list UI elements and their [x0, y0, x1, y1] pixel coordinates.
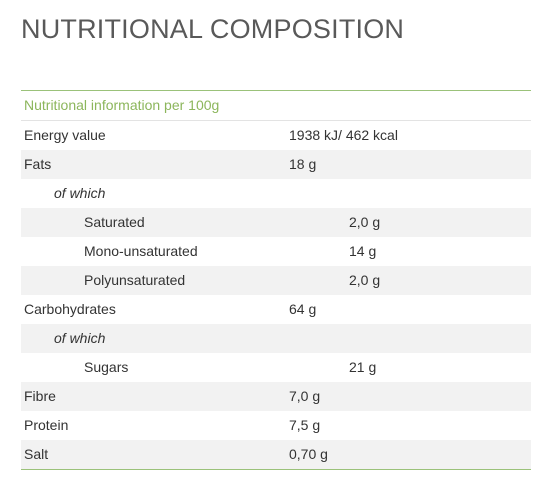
row-value: 14 g	[349, 243, 377, 259]
table-row-energy-value: Energy value 1938 kJ/ 462 kcal	[21, 121, 531, 150]
row-label: Energy value	[24, 127, 106, 143]
row-label: Saturated	[84, 214, 145, 230]
row-value: 21 g	[349, 359, 377, 375]
table-row-mono-unsaturated: Mono-unsaturated 14 g	[21, 237, 531, 266]
table-row-fibre: Fibre 7,0 g	[21, 382, 531, 411]
row-label: Salt	[24, 446, 49, 462]
row-value: 1938 kJ/ 462 kcal	[289, 127, 398, 143]
table-row-carbohydrates-of-which: of which	[21, 324, 531, 353]
row-value: 2,0 g	[349, 214, 381, 230]
table-row-sugars: Sugars 21 g	[21, 353, 531, 382]
row-label: Fibre	[24, 388, 56, 404]
table-row-carbohydrates: Carbohydrates 64 g	[21, 295, 531, 324]
page-title: NUTRITIONAL COMPOSITION	[21, 14, 405, 44]
row-label: Protein	[24, 417, 69, 433]
table-row-polyunsaturated: Polyunsaturated 2,0 g	[21, 266, 531, 295]
row-label: of which	[54, 185, 106, 201]
row-value: 2,0 g	[349, 272, 381, 288]
row-label: Fats	[24, 156, 52, 172]
row-value: 18 g	[289, 156, 317, 172]
row-value	[319, 179, 531, 208]
table-body: Energy value 1938 kJ/ 462 kcal Fats 18 g…	[21, 121, 531, 469]
table-row-protein: Protein 7,5 g	[21, 411, 531, 440]
row-label: Sugars	[84, 359, 129, 375]
row-value: 7,0 g	[289, 388, 321, 404]
row-value: 0,70 g	[289, 446, 328, 462]
row-label: Polyunsaturated	[84, 272, 186, 288]
table-row-fats: Fats 18 g	[21, 150, 531, 179]
row-label: of which	[54, 330, 106, 346]
row-value	[319, 324, 531, 353]
table-caption: Nutritional information per 100g	[21, 91, 531, 121]
table-row-saturated: Saturated 2,0 g	[21, 208, 531, 237]
row-label: Mono-unsaturated	[84, 243, 198, 259]
row-value: 7,5 g	[289, 417, 321, 433]
row-value: 64 g	[289, 301, 317, 317]
row-label: Carbohydrates	[24, 301, 116, 317]
table-row-salt: Salt 0,70 g	[21, 440, 531, 469]
nutrition-table: Nutritional information per 100g Energy …	[21, 90, 531, 470]
table-row-fats-of-which: of which	[21, 179, 531, 208]
